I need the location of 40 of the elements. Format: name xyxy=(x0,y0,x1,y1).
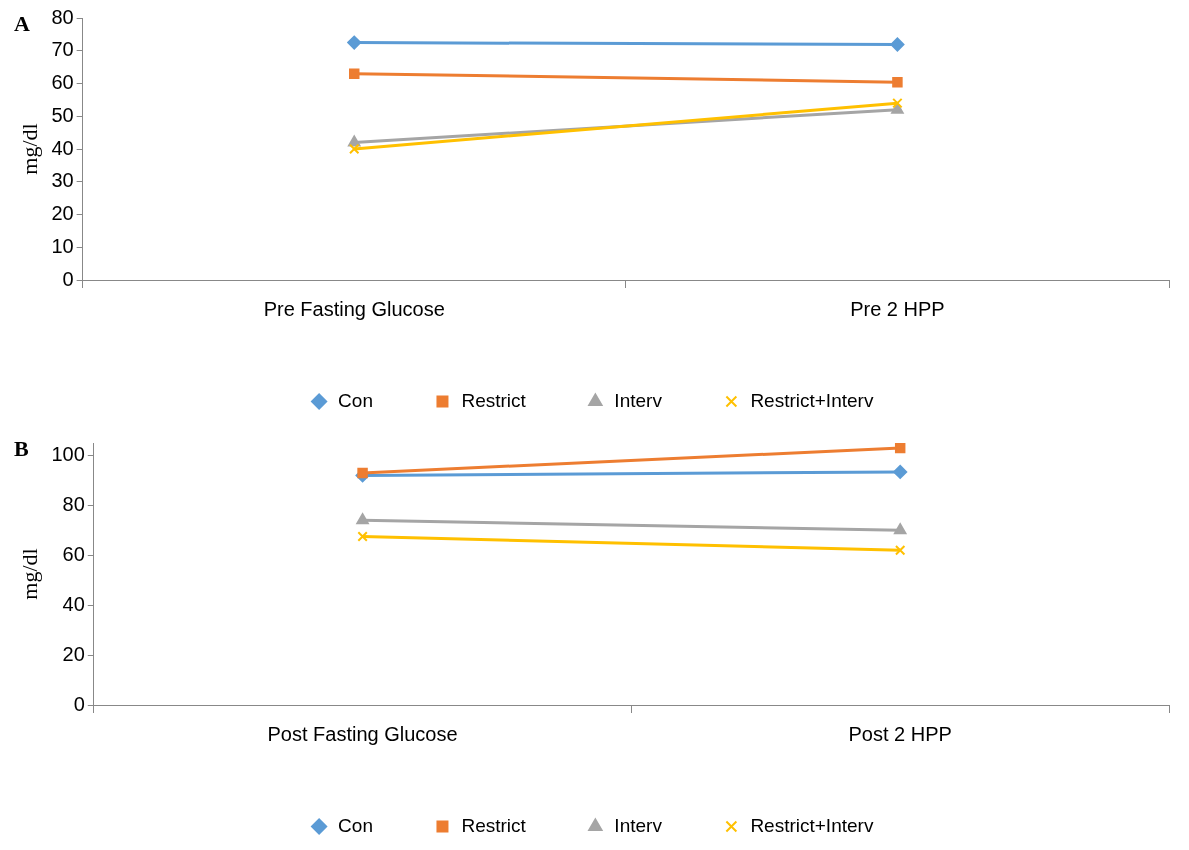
x-tick-label: Post 2 HPP xyxy=(848,722,952,745)
point xyxy=(894,443,906,454)
text: A xyxy=(14,10,30,36)
legend-label: Interv xyxy=(614,814,663,836)
y-tick-label: 60 xyxy=(62,542,85,565)
y-axis-title: mg/dl xyxy=(16,123,42,175)
y-tick-label: 20 xyxy=(51,202,74,225)
text: B xyxy=(14,435,29,461)
x-tick-label: Post Fasting Glucose xyxy=(267,722,458,745)
y-tick-label: 50 xyxy=(51,103,74,126)
y-tick-label: 30 xyxy=(51,169,74,192)
y-axis-title: mg/dl xyxy=(16,548,42,600)
point xyxy=(347,35,362,50)
legend-label: Interv xyxy=(614,389,663,411)
x-tick-label: Pre 2 HPP xyxy=(850,297,945,320)
point xyxy=(348,68,360,79)
point xyxy=(893,464,908,479)
legend-label: Con xyxy=(338,389,373,411)
y-tick-label: 40 xyxy=(51,136,74,159)
legend-label: Restrict xyxy=(461,389,527,411)
point xyxy=(357,467,368,479)
point xyxy=(357,531,368,542)
legend-label: Con xyxy=(338,814,373,836)
y-tick-label: 80 xyxy=(62,492,85,515)
point xyxy=(892,76,903,88)
y-tick-label: 60 xyxy=(51,71,74,94)
y-tick-label: 0 xyxy=(62,267,74,290)
legend-label: Restrict+Interv xyxy=(750,389,874,411)
point xyxy=(894,545,906,556)
y-tick-label: 40 xyxy=(62,592,85,615)
y-tick-label: 0 xyxy=(73,692,85,715)
legend-label: Restrict xyxy=(461,814,527,836)
y-tick-label: 80 xyxy=(51,5,74,28)
y-tick-label: 70 xyxy=(51,38,74,61)
legend-label: Restrict+Interv xyxy=(750,814,874,836)
point xyxy=(890,37,905,52)
x-tick-label: Pre Fasting Glucose xyxy=(263,297,445,320)
y-tick-label: 10 xyxy=(51,234,74,257)
y-tick-label: 20 xyxy=(62,642,85,665)
y-tick-label: 100 xyxy=(51,442,85,465)
